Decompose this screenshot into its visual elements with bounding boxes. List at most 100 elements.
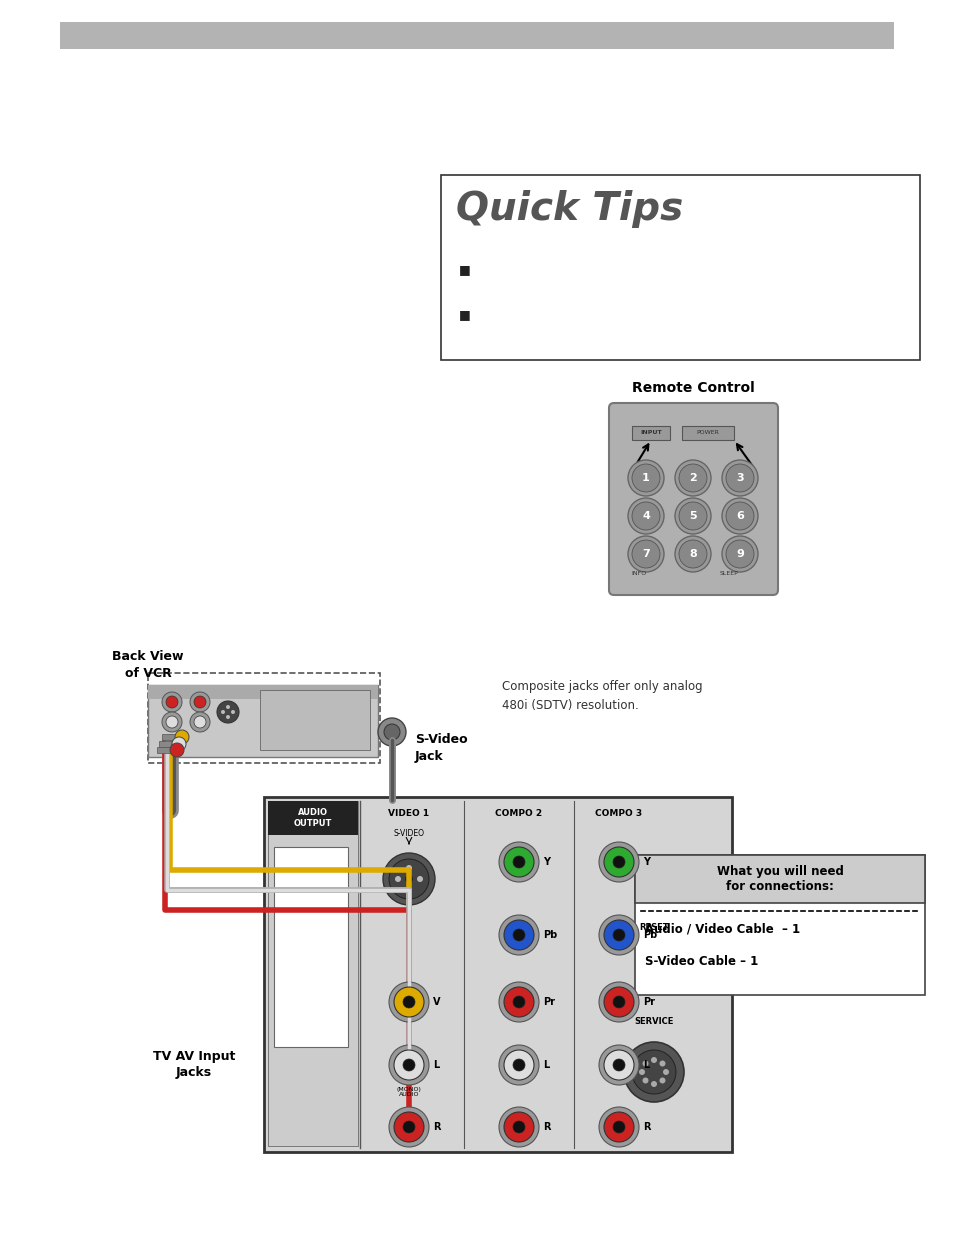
Circle shape — [721, 459, 758, 496]
Circle shape — [627, 459, 663, 496]
Circle shape — [627, 498, 663, 534]
Circle shape — [190, 692, 210, 713]
Circle shape — [659, 1077, 665, 1083]
Circle shape — [416, 876, 422, 882]
Circle shape — [498, 982, 538, 1023]
Circle shape — [377, 718, 406, 746]
Text: 9: 9 — [736, 550, 743, 559]
FancyBboxPatch shape — [264, 797, 731, 1152]
Circle shape — [627, 536, 663, 572]
Circle shape — [631, 464, 659, 492]
Circle shape — [675, 459, 710, 496]
Circle shape — [503, 1112, 534, 1142]
Text: Pr: Pr — [642, 997, 655, 1007]
Text: R: R — [433, 1123, 440, 1132]
FancyBboxPatch shape — [274, 847, 348, 1047]
Circle shape — [603, 987, 634, 1016]
Circle shape — [725, 540, 753, 568]
Circle shape — [641, 1061, 648, 1067]
Text: What you will need
for connections:: What you will need for connections: — [716, 864, 842, 893]
Text: SLEEP: SLEEP — [719, 571, 738, 576]
FancyBboxPatch shape — [148, 685, 377, 757]
Text: 1: 1 — [641, 473, 649, 483]
Circle shape — [389, 1045, 429, 1086]
Circle shape — [603, 1050, 634, 1079]
Circle shape — [402, 1058, 415, 1071]
FancyBboxPatch shape — [159, 741, 179, 747]
Text: Audio / Video Cable  – 1: Audio / Video Cable – 1 — [644, 923, 800, 936]
Circle shape — [193, 697, 206, 708]
Circle shape — [613, 929, 624, 941]
Circle shape — [725, 501, 753, 530]
Text: L: L — [642, 1060, 649, 1070]
Circle shape — [613, 995, 624, 1008]
Circle shape — [643, 942, 663, 962]
FancyBboxPatch shape — [162, 734, 182, 740]
Circle shape — [402, 1121, 415, 1132]
Circle shape — [406, 887, 412, 893]
Text: (MONO)
AUDIO: (MONO) AUDIO — [396, 1087, 421, 1098]
Circle shape — [679, 540, 706, 568]
FancyBboxPatch shape — [148, 685, 377, 699]
Circle shape — [650, 1057, 657, 1063]
FancyBboxPatch shape — [635, 855, 924, 995]
Text: 7: 7 — [641, 550, 649, 559]
Text: 2: 2 — [688, 473, 696, 483]
Circle shape — [394, 1112, 423, 1142]
Text: L: L — [433, 1060, 438, 1070]
Circle shape — [216, 701, 239, 722]
Circle shape — [679, 464, 706, 492]
Circle shape — [389, 860, 429, 899]
Text: L: L — [542, 1060, 549, 1070]
Circle shape — [513, 1058, 524, 1071]
Circle shape — [389, 1107, 429, 1147]
Circle shape — [721, 536, 758, 572]
FancyBboxPatch shape — [157, 747, 177, 753]
Text: 8: 8 — [688, 550, 696, 559]
Circle shape — [631, 540, 659, 568]
Circle shape — [503, 847, 534, 877]
Circle shape — [394, 987, 423, 1016]
Circle shape — [162, 713, 182, 732]
Circle shape — [513, 1121, 524, 1132]
FancyBboxPatch shape — [631, 426, 669, 440]
Text: INPUT: INPUT — [639, 431, 661, 436]
Circle shape — [389, 982, 429, 1023]
Text: Y: Y — [642, 857, 649, 867]
Circle shape — [402, 995, 415, 1008]
Circle shape — [498, 1045, 538, 1086]
Text: Back View
of VCR: Back View of VCR — [112, 650, 184, 680]
Circle shape — [193, 716, 206, 727]
Text: AUDIO
OUTPUT: AUDIO OUTPUT — [294, 808, 332, 827]
Circle shape — [503, 920, 534, 950]
FancyBboxPatch shape — [268, 802, 357, 1146]
Text: 6: 6 — [736, 511, 743, 521]
Circle shape — [613, 856, 624, 868]
Circle shape — [503, 987, 534, 1016]
Text: V: V — [433, 997, 440, 1007]
FancyBboxPatch shape — [268, 802, 357, 835]
Circle shape — [721, 498, 758, 534]
Text: ■: ■ — [458, 263, 470, 275]
Text: TV AV Input
Jacks: TV AV Input Jacks — [152, 1050, 235, 1079]
Circle shape — [226, 715, 230, 719]
Circle shape — [405, 876, 413, 883]
Text: 4: 4 — [641, 511, 649, 521]
Circle shape — [725, 464, 753, 492]
Circle shape — [498, 1107, 538, 1147]
Circle shape — [603, 920, 634, 950]
Text: Quick Tips: Quick Tips — [456, 190, 682, 228]
Circle shape — [166, 716, 178, 727]
Circle shape — [162, 692, 182, 713]
Text: S-Video Cable – 1: S-Video Cable – 1 — [644, 955, 758, 968]
Circle shape — [406, 864, 412, 871]
Circle shape — [231, 710, 234, 714]
Circle shape — [513, 856, 524, 868]
Text: R: R — [642, 1123, 650, 1132]
Text: Pb: Pb — [642, 930, 657, 940]
Circle shape — [639, 939, 667, 966]
Circle shape — [641, 1077, 648, 1083]
Text: POWER: POWER — [696, 431, 719, 436]
Text: S-Video
Jack: S-Video Jack — [415, 734, 467, 763]
Circle shape — [631, 501, 659, 530]
